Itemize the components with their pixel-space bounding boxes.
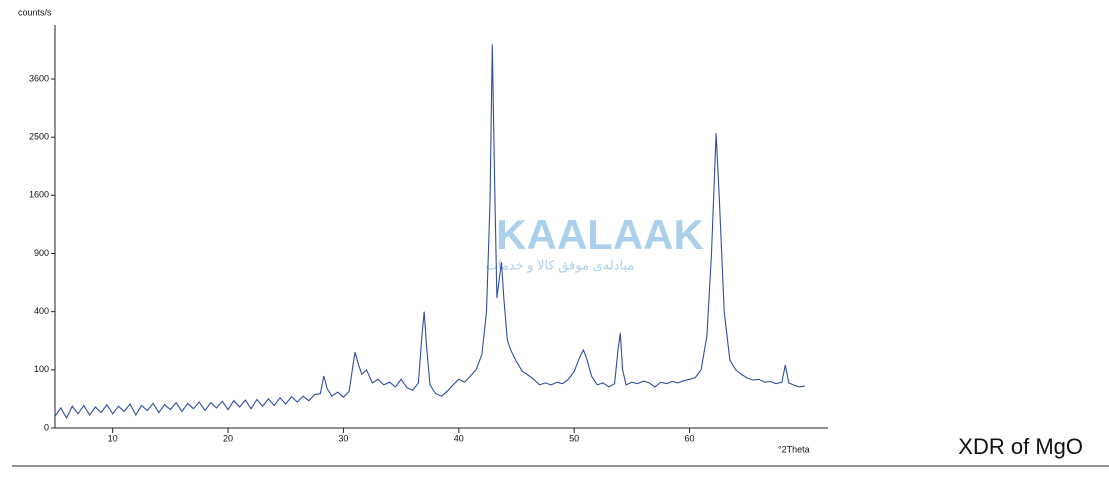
y-tick-label: 0 xyxy=(44,422,49,432)
x-tick-label: 30 xyxy=(338,433,348,443)
x-tick-label: 50 xyxy=(569,433,579,443)
x-tick-label: 60 xyxy=(685,433,695,443)
y-tick-label: 2500 xyxy=(29,132,49,142)
y-tick-label: 3600 xyxy=(29,73,49,83)
x-tick-label: 10 xyxy=(108,433,118,443)
watermark: KAALAAK xyxy=(496,211,704,258)
y-tick-label: 1600 xyxy=(29,190,49,200)
x-tick-label: 40 xyxy=(454,433,464,443)
chart-title: XDR of MgO xyxy=(958,434,1083,459)
y-tick-label: 100 xyxy=(34,364,49,374)
y-axis-label: counts/s xyxy=(18,7,52,17)
x-tick-label: 20 xyxy=(223,433,233,443)
y-tick-label: 400 xyxy=(34,306,49,316)
y-tick-label: 900 xyxy=(34,248,49,258)
watermark-subtitle: مبادله‌ی موفق کالا و خدمات xyxy=(486,257,635,273)
x-axis-label: °2Theta xyxy=(778,444,810,454)
data-line xyxy=(54,44,805,420)
